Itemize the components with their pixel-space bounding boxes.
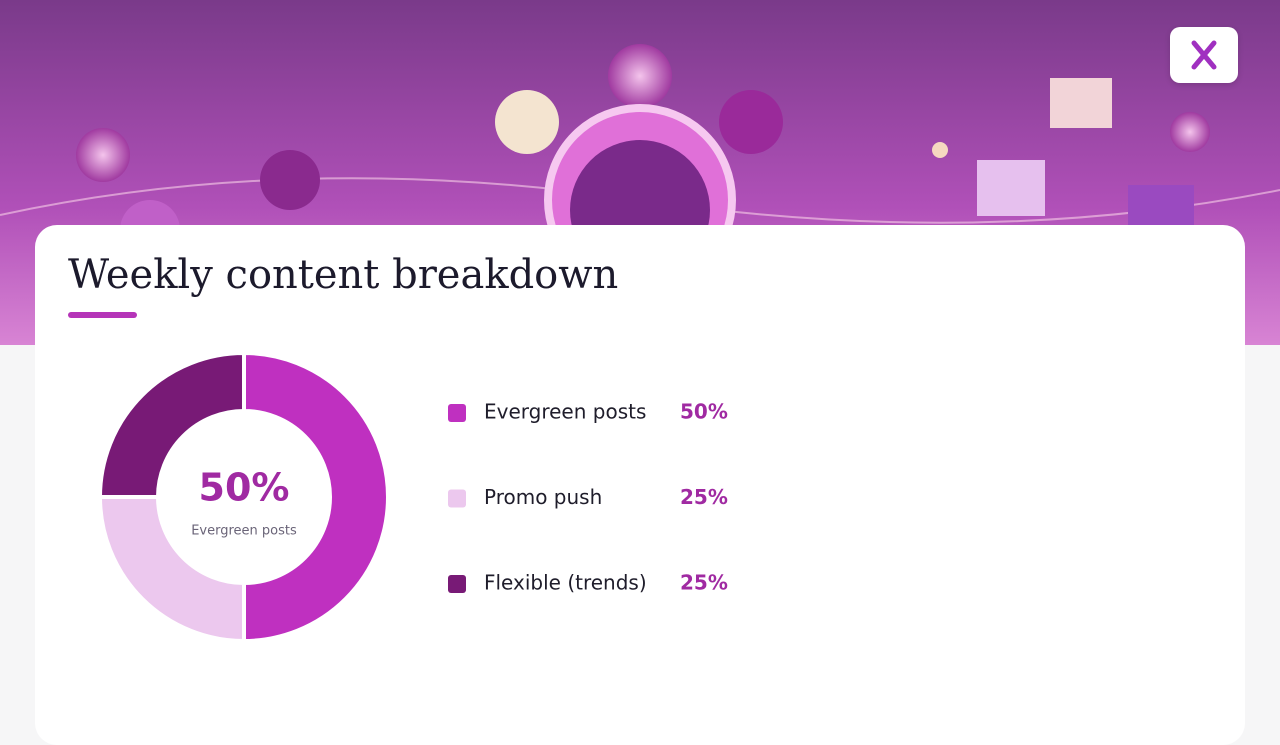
legend-label: Evergreen posts xyxy=(484,400,646,424)
logo[interactable] xyxy=(1170,27,1238,83)
card xyxy=(35,225,1245,745)
legend-label: Promo push xyxy=(484,485,602,509)
legend-value: 25% xyxy=(680,485,728,509)
legend-label: Flexible (trends) xyxy=(484,571,647,595)
legend-value: 50% xyxy=(680,400,728,424)
legend-swatch xyxy=(448,575,466,593)
legend-swatch xyxy=(448,404,466,422)
logo-icon xyxy=(1191,40,1217,70)
donut-segment xyxy=(97,350,246,499)
title-underline xyxy=(68,312,137,318)
page: Weekly content breakdown 50% Evergreen p… xyxy=(0,0,1280,644)
chart: Weekly content breakdown 50% Evergreen p… xyxy=(68,252,728,644)
donut-segment xyxy=(242,350,390,644)
chart-title: Weekly content breakdown xyxy=(68,252,618,298)
donut-segment xyxy=(97,495,246,644)
legend-value: 25% xyxy=(680,571,728,595)
center-value: 50% xyxy=(199,466,290,510)
legend-swatch xyxy=(448,489,466,508)
center-label: Evergreen posts xyxy=(191,524,297,539)
